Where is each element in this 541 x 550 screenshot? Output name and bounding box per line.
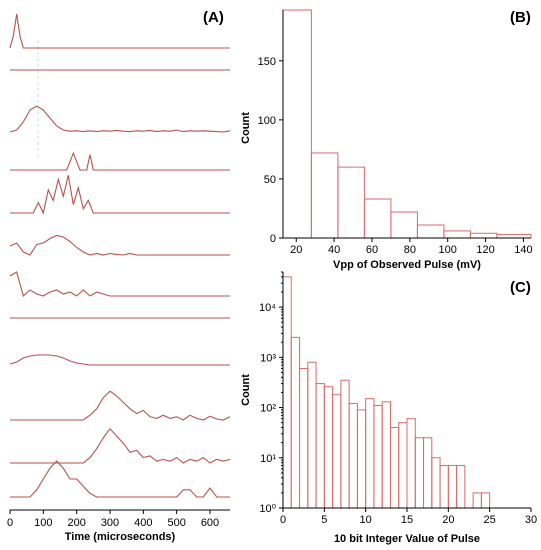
- panel-c-bar: [381, 401, 391, 509]
- panel-a-trace-5: [10, 175, 230, 215]
- panel-b-bar: [363, 198, 392, 239]
- panel-c-bar: [299, 367, 309, 509]
- panel-b-y-tick-label: 0: [270, 233, 276, 245]
- panel-b-bar: [469, 232, 498, 239]
- panel-b-x-tick-label: 20: [290, 244, 302, 256]
- panel-c-x-tick-label: 10: [360, 514, 372, 526]
- panel-a-x-tick-label: 0: [7, 517, 13, 529]
- panel-b-y-tick-label: 150: [258, 56, 276, 68]
- panel-a-x-tick-label: 200: [67, 517, 85, 529]
- panel-b-y-tick-label: 100: [258, 115, 276, 127]
- panel-b-tag: (B): [510, 9, 531, 26]
- panel-c-y-axis-title: Count: [240, 374, 252, 406]
- panel-c-x-tick-label: 5: [321, 514, 327, 526]
- panel-b-bar: [390, 211, 418, 239]
- panel-c-x-tick-label: 15: [401, 514, 413, 526]
- panel-c-x-tick-label: 30: [525, 514, 537, 526]
- panel-c-bar: [431, 457, 441, 509]
- panel-b-x-tick-label: 40: [328, 244, 340, 256]
- panel-a-trace-7: [9, 271, 230, 298]
- panel-a-trace-10: [10, 390, 231, 421]
- panel-b-x-tick-label: 120: [476, 244, 494, 256]
- panel-c-bar: [398, 422, 408, 509]
- panel-c-bar: [480, 492, 491, 509]
- panel-b-x-axis-title: Vpp of Observed Pulse (mV): [333, 259, 481, 271]
- panel-c-bar: [282, 276, 292, 509]
- panel-c-y-tick-label: 10²: [260, 403, 276, 415]
- panel-b-x-tick-label: 60: [366, 244, 378, 256]
- panel-c-bar: [456, 465, 466, 509]
- panel-a-trace-11: [10, 427, 231, 464]
- panel-a-trace-12: [10, 460, 230, 498]
- panel-c-bar: [472, 492, 482, 509]
- panel-c-bar: [423, 437, 433, 509]
- panel-c-bar: [290, 336, 301, 509]
- panel-b-bar: [443, 230, 471, 239]
- panel-b-x-tick-label: 80: [404, 244, 416, 256]
- panel-a-x-tick-label: 400: [134, 517, 152, 529]
- panel-c-bar: [348, 403, 358, 509]
- panel-c-y-tick-label: 10⁴: [259, 302, 276, 314]
- panel-c-bar: [389, 427, 400, 509]
- panel-b-y-tick-label: 50: [264, 174, 276, 186]
- panel-c-bar: [447, 465, 458, 509]
- panel-b-bar: [496, 233, 532, 239]
- panel-c-x-tick-label: 20: [442, 514, 454, 526]
- panel-b-histogram: 20 40 60 80 100 120 140 0 50 100 150: [258, 9, 533, 256]
- panel-c-bar: [307, 361, 317, 509]
- panel-a-x-tick-label: 500: [167, 517, 185, 529]
- panel-a-trace-4: [10, 151, 230, 171]
- panel-b-bar: [416, 224, 445, 239]
- panel-c-bar: [365, 398, 375, 509]
- panel-c-bar: [414, 437, 425, 509]
- panel-b-y-axis-title: Count: [240, 112, 252, 144]
- panel-a-stacked-traces: 0 100 200 300 400 500 600: [7, 13, 231, 529]
- panel-c-bar: [439, 465, 449, 509]
- panel-c-x-tick-label: 0: [280, 514, 286, 526]
- panel-a-trace-6: [9, 234, 230, 256]
- panel-a-trace-1: [9, 13, 230, 49]
- panel-c-log-histogram: 0 5 10 15 20 25 30 10⁰ 10¹ 10² 10³ 10⁴: [259, 271, 537, 526]
- panel-c-x-tick-label: 25: [484, 514, 496, 526]
- panel-c-y-tick-label: 10³: [260, 352, 276, 364]
- panel-b-x-tick-label: 140: [514, 244, 532, 256]
- panel-c-tag: (C): [510, 279, 531, 296]
- panel-b-bar: [310, 152, 339, 239]
- panel-c-bar: [373, 404, 383, 509]
- panel-c-y-tick-label: 10¹: [260, 453, 276, 465]
- panel-a-x-tick-label: 600: [201, 517, 219, 529]
- panel-c-y-tick-label: 10⁰: [259, 503, 276, 515]
- panel-a-x-axis-title: Time (microseconds): [65, 531, 176, 543]
- panel-c-x-axis-title: 10 bit Integer Value of Pulse: [334, 533, 480, 545]
- panel-c-bar: [332, 394, 342, 509]
- panel-a-trace-9: [9, 354, 230, 366]
- panel-c-bar: [323, 386, 334, 509]
- panel-a-trace-3: [9, 105, 231, 133]
- panel-a-tag: (A): [203, 9, 224, 26]
- panel-c-bar: [340, 379, 350, 509]
- panel-c-bar: [356, 409, 367, 509]
- panel-a-x-tick-label: 300: [101, 517, 119, 529]
- panel-c-bar: [315, 383, 325, 509]
- panel-b-bar: [337, 166, 365, 239]
- panel-c-bar: [406, 418, 416, 509]
- panel-b-bar: [282, 9, 312, 239]
- panel-b-x-tick-label: 100: [439, 244, 457, 256]
- panel-a-x-tick-label: 100: [34, 517, 52, 529]
